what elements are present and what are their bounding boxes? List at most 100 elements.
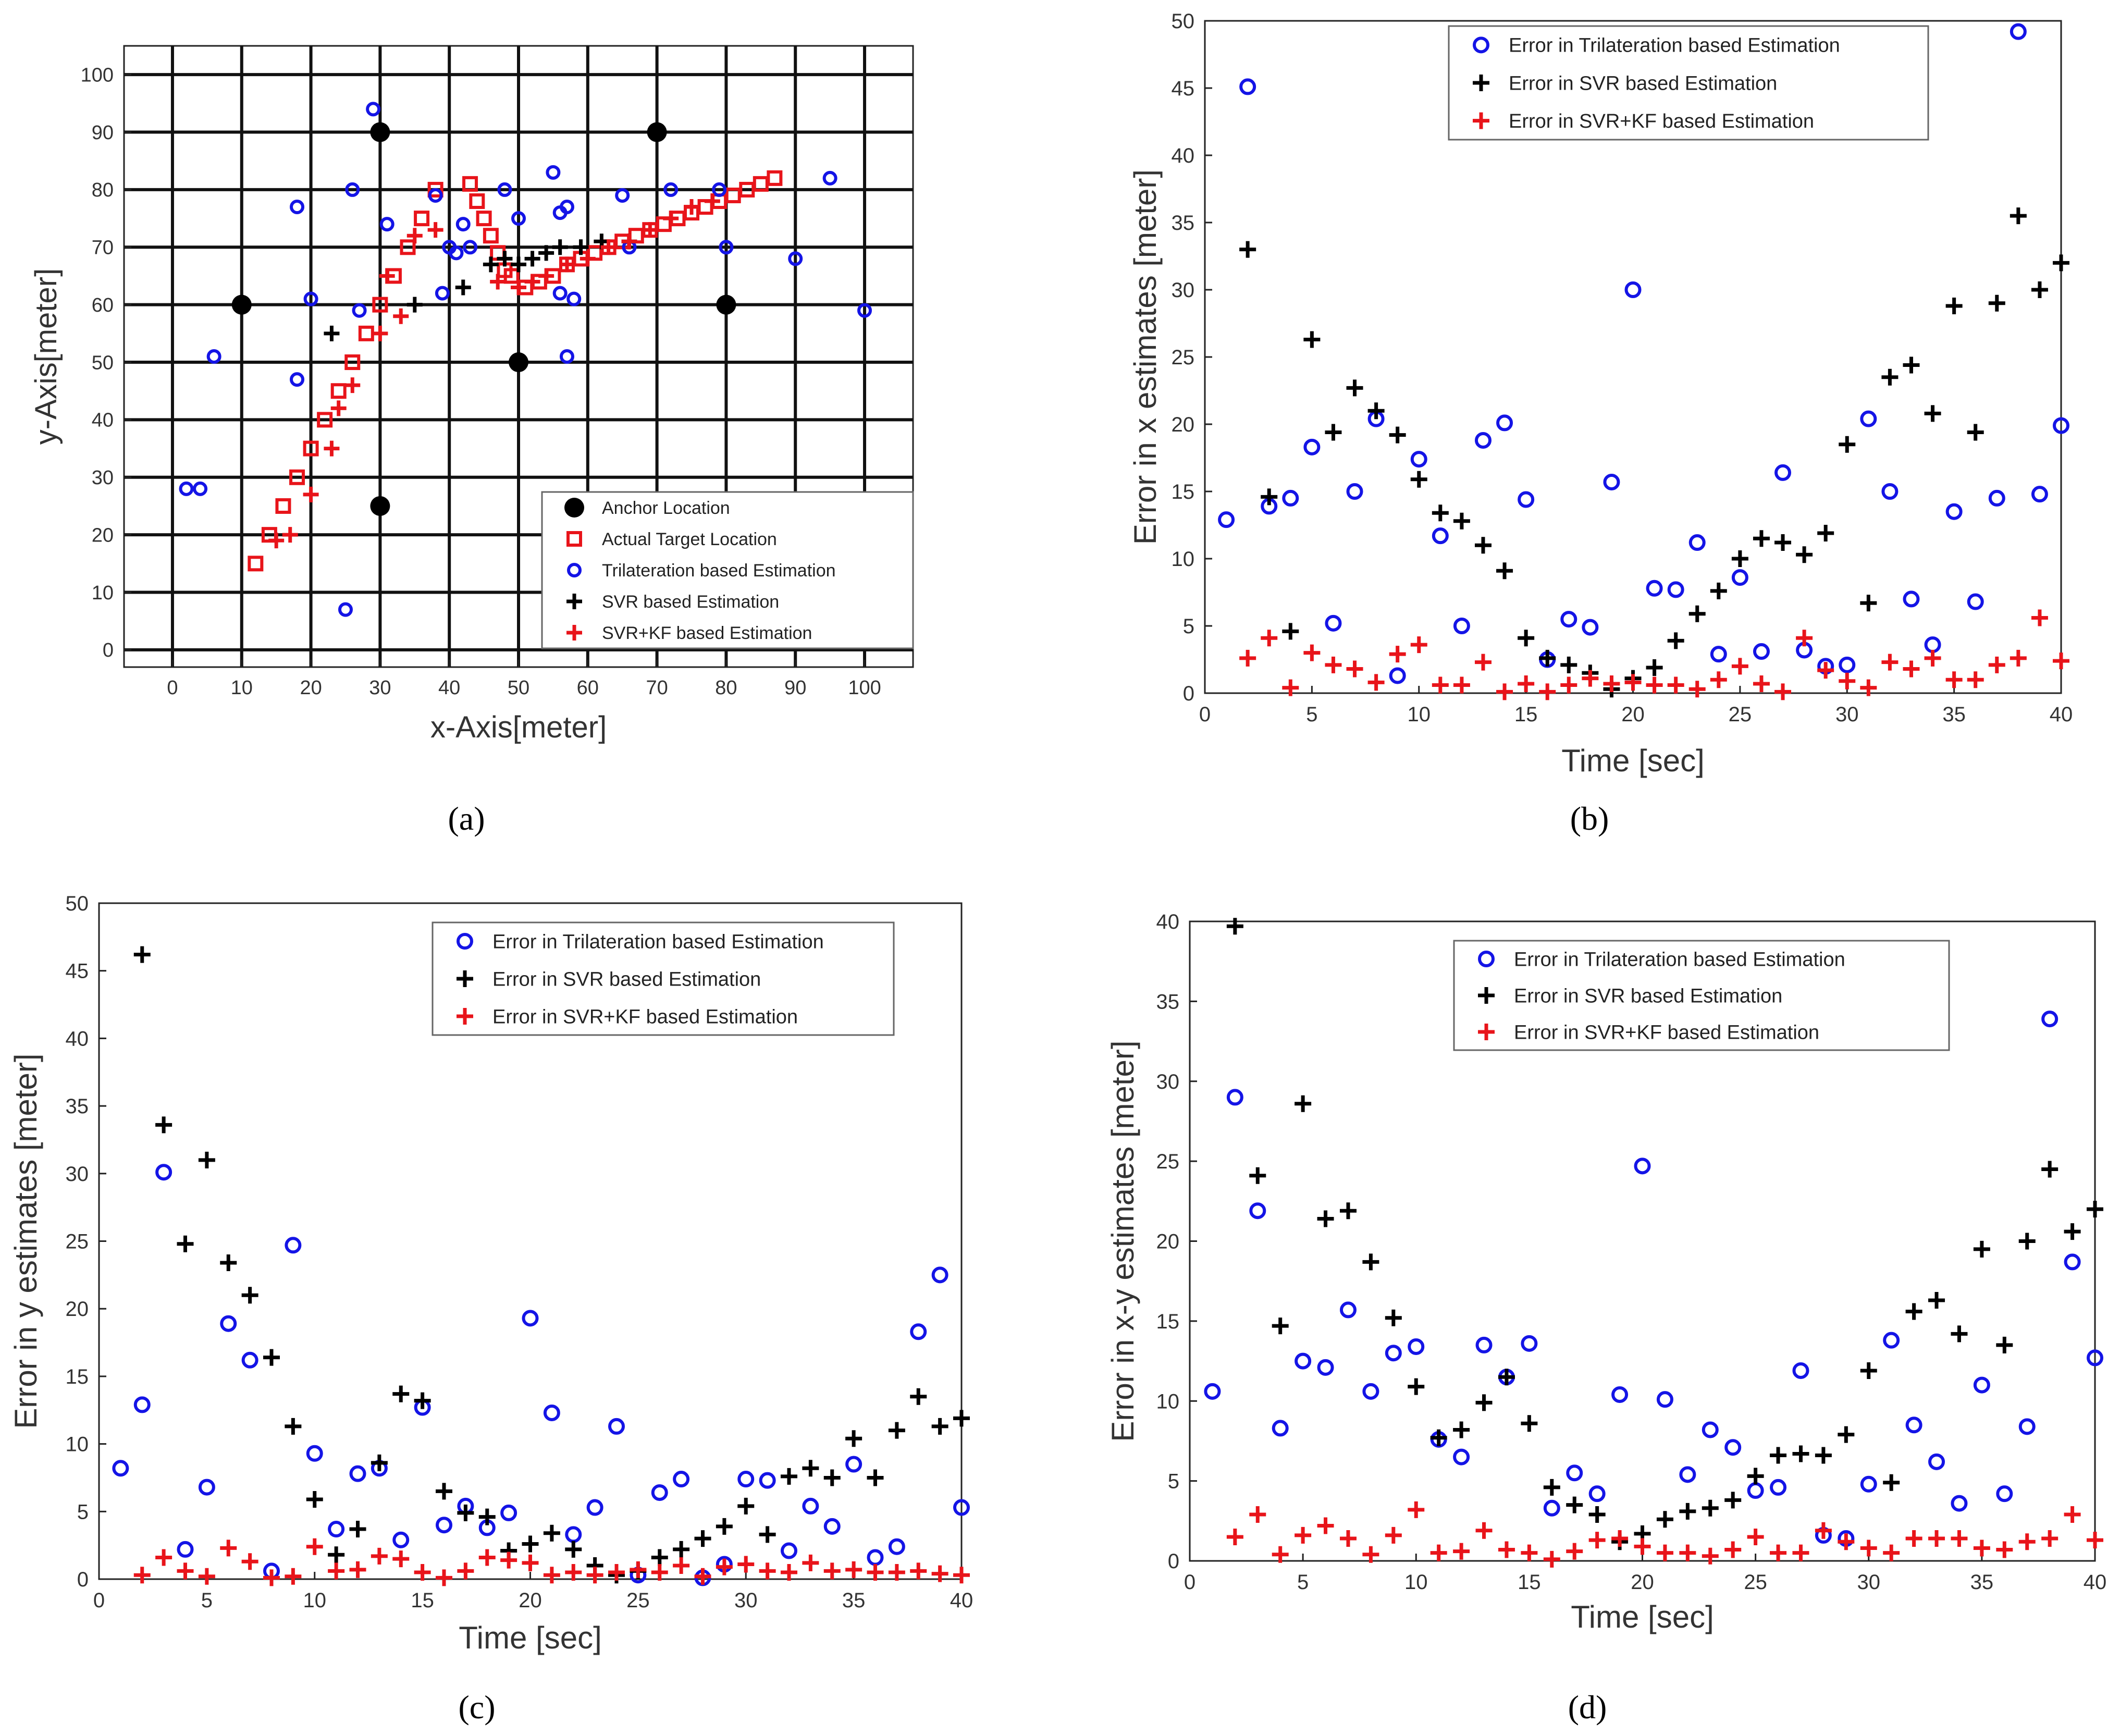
- data-point-plus: [522, 1554, 539, 1571]
- data-point-plus: [1667, 632, 1684, 649]
- x-tick-label: 35: [842, 1589, 866, 1612]
- data-point-plus: [1646, 676, 1663, 694]
- data-point-square: [289, 469, 305, 485]
- data-point-plus: [303, 486, 319, 502]
- x-tick-label: 15: [411, 1589, 434, 1612]
- data-point-plus: [1883, 1474, 1900, 1491]
- data-point-circle: [379, 217, 395, 232]
- data-point-plus: [349, 1521, 366, 1538]
- y-tick-label: 10: [1172, 548, 1195, 571]
- data-point-plus: [2064, 1223, 2081, 1240]
- data-point-circle: [1624, 281, 1642, 298]
- data-point-circle: [1474, 432, 1492, 449]
- y-tick-label: 30: [1172, 279, 1195, 302]
- data-point-plus: [1339, 1202, 1357, 1220]
- data-point-circle: [155, 1164, 172, 1181]
- data-point-plus: [2010, 207, 2027, 225]
- data-point-plus: [1702, 1547, 1719, 1565]
- data-point-plus: [1408, 1378, 1425, 1395]
- data-point-circle: [449, 245, 464, 261]
- data-point-plus: [2053, 652, 2069, 670]
- data-point-dot: [716, 294, 736, 315]
- data-point-circle: [1905, 1417, 1922, 1434]
- data-point-plus: [1453, 1543, 1470, 1560]
- legend-marker: [457, 970, 473, 987]
- data-point-plus: [552, 239, 568, 255]
- data-point-plus: [1928, 1292, 1945, 1309]
- x-tick-label: 30: [734, 1589, 758, 1612]
- series-error-in-trilateration-based-estimation: [1218, 23, 2069, 684]
- data-point-plus: [393, 308, 409, 324]
- caption-a: (a): [448, 800, 485, 837]
- y-tick-label: 60: [92, 294, 114, 316]
- y-tick-label: 20: [92, 524, 114, 546]
- data-point-plus: [2010, 649, 2027, 667]
- legend-marker: [1473, 112, 1489, 129]
- data-point-plus: [1860, 679, 1877, 696]
- data-point-plus: [1928, 1530, 1945, 1547]
- data-point-circle: [328, 1521, 345, 1538]
- data-point-plus: [1796, 630, 1813, 647]
- data-point-plus: [1282, 623, 1299, 640]
- x-tick-label: 30: [1857, 1571, 1881, 1594]
- data-point-plus: [1951, 1530, 1968, 1547]
- data-point-circle: [546, 165, 561, 180]
- data-point-plus: [268, 533, 285, 549]
- data-point-plus: [2053, 254, 2069, 272]
- data-point-plus: [198, 1151, 215, 1168]
- data-point-circle: [133, 1396, 151, 1413]
- y-tick-label: 25: [1172, 346, 1195, 369]
- data-point-plus: [1496, 683, 1513, 700]
- data-point-plus: [573, 239, 589, 255]
- data-point-plus: [133, 1567, 151, 1584]
- data-point-circle: [2053, 417, 2069, 434]
- y-tick-label: 50: [1172, 10, 1195, 33]
- data-point-plus: [392, 1385, 410, 1402]
- data-point-square: [344, 354, 361, 371]
- data-point-circle: [788, 251, 803, 266]
- data-point-plus: [500, 1552, 517, 1569]
- data-point-plus: [1710, 671, 1727, 688]
- data-point-plus: [1860, 595, 1877, 612]
- data-point-dot: [231, 294, 252, 315]
- data-point-plus: [1588, 1532, 1606, 1549]
- data-point-plus: [379, 268, 395, 284]
- data-point-plus: [414, 1392, 431, 1409]
- data-point-circle: [1903, 590, 1920, 608]
- x-tick-label: 20: [1621, 703, 1645, 726]
- data-point-circle: [1453, 1448, 1470, 1466]
- data-point-plus: [867, 1469, 884, 1486]
- y-tick-label: 0: [1183, 682, 1194, 705]
- data-point-plus: [565, 1564, 582, 1581]
- data-point-circle: [1646, 580, 1663, 597]
- data-point-plus: [241, 1553, 258, 1570]
- data-point-plus: [392, 1550, 410, 1568]
- data-point-plus: [580, 251, 596, 267]
- data-point-plus: [436, 1569, 452, 1586]
- data-point-plus: [888, 1422, 905, 1439]
- series-error-in-trilateration-based-estimation: [112, 1164, 970, 1586]
- data-point-plus: [1566, 1543, 1583, 1560]
- data-point-plus: [1474, 537, 1492, 554]
- data-point-plus: [1679, 1503, 1696, 1520]
- data-point-circle: [1588, 1485, 1606, 1503]
- data-point-circle: [1731, 569, 1748, 586]
- data-point-circle: [392, 1531, 410, 1548]
- data-point-circle: [1475, 1336, 1493, 1353]
- data-point-circle: [953, 1499, 970, 1516]
- data-point-circle: [1603, 473, 1620, 490]
- data-point-square: [400, 239, 416, 255]
- data-point-plus: [455, 279, 471, 296]
- panel-b-x-error: 0 5 10 15 20 25 30 35 40 0 5 10 15 20 25 30 35 40 45 50 Time…: [1128, 10, 2073, 778]
- data-point-plus: [478, 1508, 496, 1525]
- data-point-circle: [177, 1541, 194, 1558]
- x-tick-label: 5: [1306, 703, 1317, 726]
- data-point-circle: [1249, 1202, 1266, 1220]
- data-point-plus: [1973, 1540, 1990, 1557]
- data-point-plus: [867, 1564, 884, 1581]
- data-point-plus: [1903, 660, 1920, 678]
- legend-marker: [566, 594, 582, 609]
- data-point-plus: [716, 1518, 733, 1535]
- data-point-plus: [1261, 488, 1278, 506]
- x-tick-label: 20: [519, 1589, 542, 1612]
